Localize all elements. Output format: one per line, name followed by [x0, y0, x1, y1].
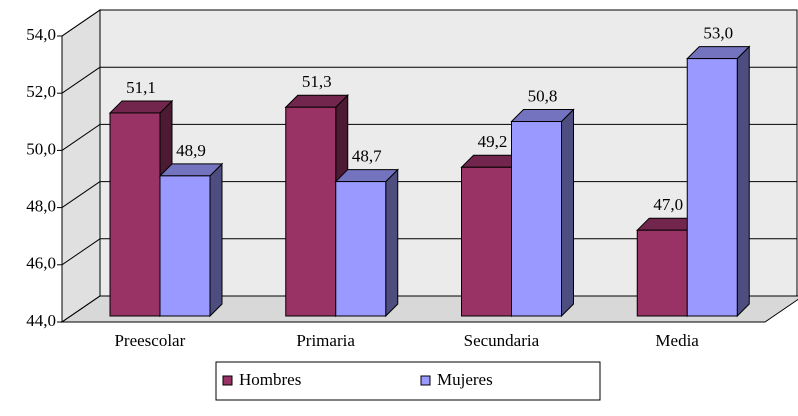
x-tick-label: Primaria — [296, 331, 355, 350]
bar — [159, 175, 211, 317]
y-tick-label: 46,0 — [26, 254, 56, 273]
y-tick-label: 50,0 — [26, 139, 56, 158]
grid-line — [61, 123, 101, 151]
grid-line — [61, 295, 101, 323]
bar — [285, 106, 337, 317]
bar — [335, 181, 387, 317]
x-tick-label: Secundaria — [464, 331, 540, 350]
legend-swatch — [420, 375, 431, 386]
value-label: 53,0 — [703, 24, 733, 43]
value-label: 50,8 — [528, 86, 558, 105]
grid-line — [61, 9, 101, 37]
side-wall — [61, 9, 101, 323]
grid-line — [61, 181, 101, 209]
y-tick-label: 48,0 — [26, 197, 56, 216]
bar-side — [736, 45, 750, 318]
y-tick-label: 54,0 — [26, 25, 56, 44]
legend-label: Mujeres — [437, 370, 493, 389]
legend-swatch — [222, 375, 233, 386]
y-tick-label: 44,0 — [26, 311, 56, 330]
value-label: 47,0 — [653, 195, 683, 214]
bar — [636, 229, 688, 317]
x-tick-label: Preescolar — [114, 331, 185, 350]
legend-label: Hombres — [239, 370, 301, 389]
value-label: 48,9 — [176, 141, 206, 160]
bar — [109, 112, 161, 317]
value-label: 49,2 — [478, 132, 508, 151]
bar — [461, 166, 512, 317]
value-label: 51,1 — [126, 78, 156, 97]
value-label: 51,3 — [302, 72, 332, 91]
bar-side — [561, 108, 574, 318]
bar-side — [209, 162, 223, 318]
y-tick-label: 52,0 — [26, 82, 56, 101]
grid-line — [61, 66, 101, 94]
bar — [686, 58, 738, 317]
grid-line — [61, 238, 101, 266]
bar-side — [385, 168, 399, 318]
x-tick-label: Media — [655, 331, 699, 350]
legend-box — [215, 361, 601, 401]
bar — [511, 121, 562, 317]
value-label: 48,7 — [352, 146, 382, 165]
